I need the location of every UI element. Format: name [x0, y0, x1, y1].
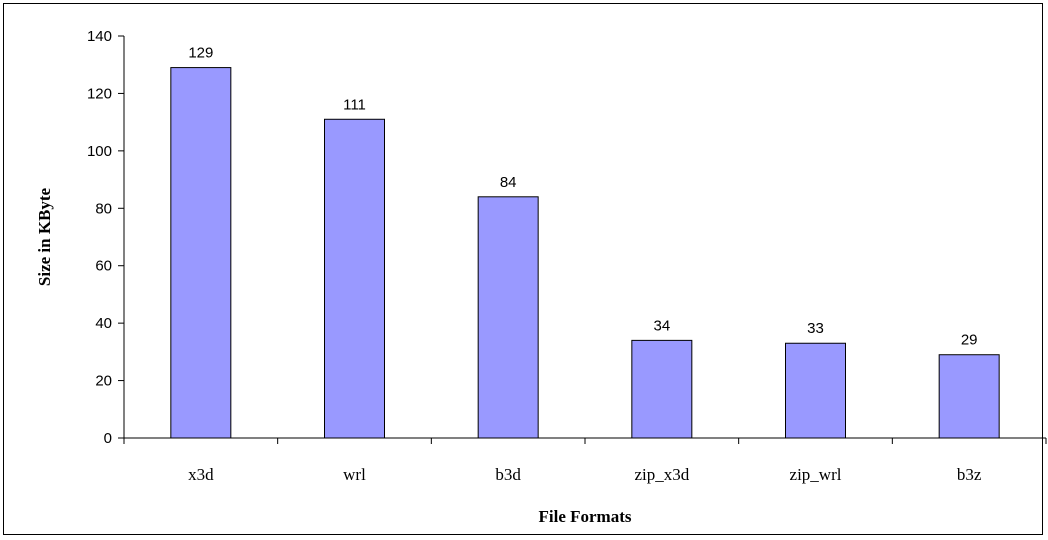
bar-x3d: [170, 67, 232, 439]
category-label-zip_x3d: zip_x3d: [634, 465, 689, 484]
y-tick-label: 60: [95, 258, 112, 275]
bar-zip_x3d: [631, 339, 693, 439]
category-label-b3d: b3d: [495, 465, 521, 484]
bars-group: [170, 67, 1000, 439]
category-label-wrl: wrl: [343, 465, 366, 484]
y-tick-label: 120: [87, 85, 112, 102]
bar-b3z: [938, 354, 1000, 439]
y-tick-label: 0: [104, 430, 112, 447]
y-tick-label: 40: [95, 315, 112, 332]
bar-wrl: [324, 118, 385, 439]
y-tick-label: 80: [95, 200, 112, 217]
y-tick-label: 20: [95, 373, 112, 390]
y-axis-ticks: 0 20 40 60 80 100 120 140: [87, 28, 124, 447]
x-axis-categories: x3d wrl b3d zip_x3d zip_wrl b3z: [123, 438, 1047, 484]
y-axis-title: Size in KByte: [35, 187, 54, 286]
data-label-wrl: 111: [343, 96, 366, 113]
data-labels-group: 129 111 84 34 33 29: [188, 45, 977, 349]
category-label-b3z: b3z: [957, 465, 982, 484]
y-tick-label: 100: [87, 143, 112, 160]
data-label-b3z: 29: [961, 332, 978, 349]
data-label-zip_x3d: 34: [653, 317, 670, 334]
data-label-b3d: 84: [500, 174, 517, 191]
bar-zip_wrl: [785, 342, 846, 439]
bar-b3d: [477, 196, 539, 439]
y-tick-label: 140: [87, 28, 112, 45]
data-label-x3d: 129: [188, 45, 213, 62]
x-axis-title: File Formats: [539, 507, 632, 526]
data-label-zip_wrl: 33: [807, 320, 824, 337]
category-label-x3d: x3d: [188, 465, 214, 484]
category-label-zip_wrl: zip_wrl: [790, 465, 842, 484]
